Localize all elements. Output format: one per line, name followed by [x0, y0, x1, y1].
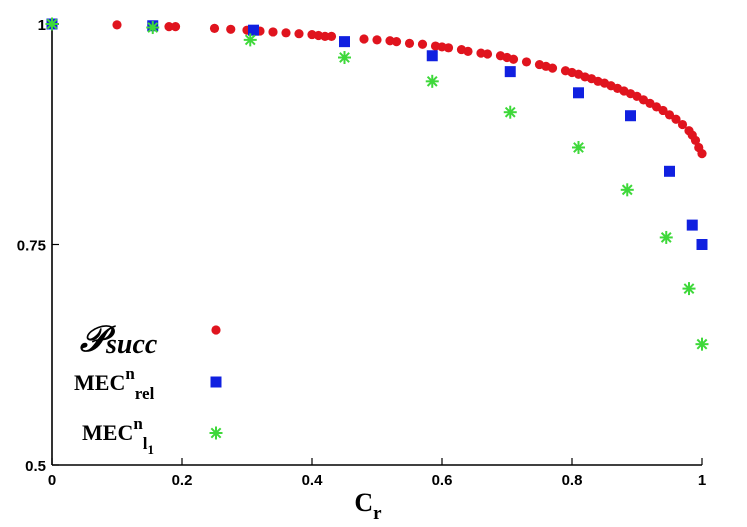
- psucc-point: [164, 22, 174, 32]
- psucc-point: [112, 20, 122, 30]
- psucc-point: [658, 105, 668, 116]
- mec-rel-point: [426, 50, 438, 62]
- psucc-point: [294, 29, 304, 39]
- psucc-point: [697, 149, 707, 159]
- psucc-point: [482, 49, 493, 59]
- mec-l1-point: [572, 140, 585, 154]
- mec-rel-point: [625, 110, 636, 122]
- axis-ticks: 0 0.2 0.4 0.6 0.8 1 0.5 0.75 1: [17, 17, 706, 489]
- x-tick-label: 0.8: [562, 472, 583, 489]
- psucc-point: [443, 43, 454, 53]
- x-axis-label-main: C: [354, 488, 373, 517]
- legend-marker-psucc: [211, 325, 221, 335]
- psucc-point: [226, 24, 236, 34]
- x-tick-label: 0: [48, 472, 56, 489]
- legend: 𝒫succ MECnrel MECnl1: [74, 319, 223, 457]
- y-tick-label: 0.75: [17, 238, 46, 255]
- mec-l1-point: [425, 74, 439, 88]
- x-tick-label: 0.4: [302, 472, 324, 489]
- data-points: [45, 17, 709, 351]
- mec-rel-point: [696, 239, 708, 250]
- mec-rel-point: [664, 165, 675, 177]
- psucc-point: [391, 37, 402, 47]
- mec-rel-point: [339, 36, 350, 48]
- psucc-point: [281, 28, 291, 38]
- psucc-point: [671, 114, 681, 124]
- x-axis-label: Cr: [354, 488, 382, 524]
- mec-l1-point: [682, 282, 696, 296]
- x-tick-label: 0.6: [432, 472, 453, 489]
- mec-l1-point: [620, 183, 634, 197]
- psucc-point: [690, 135, 701, 146]
- mec-l1-point: [695, 337, 709, 351]
- mec-l1-point: [659, 230, 673, 244]
- y-tick-label: 1: [38, 17, 46, 34]
- psucc-point: [326, 31, 337, 41]
- x-tick-label: 1: [698, 472, 706, 489]
- psucc-point: [372, 35, 382, 45]
- psucc-point: [359, 34, 369, 44]
- x-axis-label-sub: r: [373, 503, 382, 524]
- psucc-point: [463, 46, 473, 56]
- x-tick-label: 0.2: [172, 472, 193, 489]
- y-tick-label: 0.5: [25, 458, 46, 475]
- mec-l1-point: [338, 51, 351, 65]
- mec-rel-point: [686, 219, 698, 231]
- mec-l1-point: [243, 33, 257, 47]
- psucc-point: [417, 39, 428, 49]
- mec-rel-point: [504, 66, 516, 78]
- legend-marker-mec-rel: [210, 376, 222, 388]
- legend-circle-marker: [211, 325, 221, 335]
- psucc-point: [508, 54, 519, 64]
- psucc-point: [404, 38, 415, 49]
- psucc-point: [547, 63, 558, 73]
- mec-rel-point: [573, 87, 584, 99]
- mec-rel-point: [248, 24, 259, 36]
- legend-label-psucc: 𝒫succ: [80, 319, 158, 360]
- mec-l1-point: [45, 17, 59, 31]
- mec-l1-point: [503, 105, 517, 119]
- series-psucc: [47, 19, 707, 159]
- series-mec-rel: [46, 18, 708, 250]
- legend-marker-mec-l1: [209, 426, 223, 440]
- legend-square-marker: [210, 376, 222, 388]
- psucc-point: [521, 57, 532, 67]
- legend-label-mec-l1: MECnl1: [82, 414, 154, 457]
- psucc-point: [268, 27, 278, 37]
- series-mec-l1: [45, 17, 709, 351]
- legend-asterisk-marker: [209, 426, 223, 440]
- psucc-point: [677, 119, 688, 130]
- legend-label-mec-rel: MECnrel: [74, 364, 155, 403]
- mec-l1-point: [146, 21, 160, 35]
- psucc-point: [170, 22, 181, 32]
- psucc-point: [664, 110, 675, 120]
- psucc-point: [209, 23, 220, 34]
- psucc-point: [320, 31, 330, 41]
